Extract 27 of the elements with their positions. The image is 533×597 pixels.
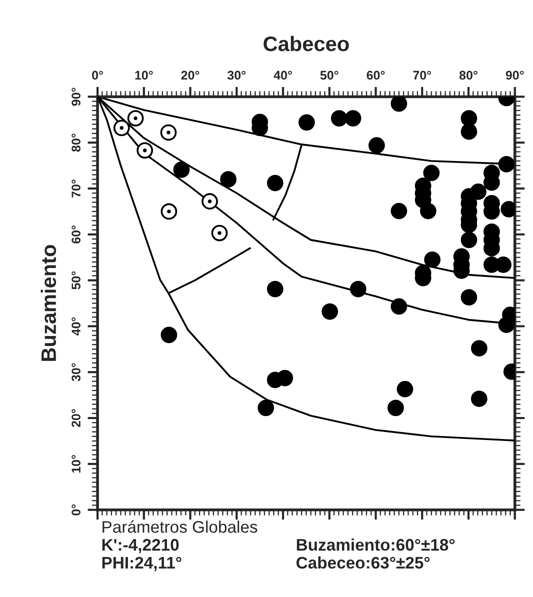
y-tick-label: 90° — [72, 88, 80, 106]
text: Buzamiento:60°±18° — [296, 538, 455, 551]
text: K':-4,2210 — [102, 538, 179, 554]
x-axis-title: Cabeceo — [264, 36, 349, 52]
x-tick-label: 20° — [181, 70, 200, 80]
text: PHI:24,11° — [102, 556, 182, 572]
y-tick-label: 30° — [72, 363, 81, 382]
y-axis-title: Buzamiento — [40, 245, 56, 361]
y-tick-label: 80° — [72, 134, 80, 152]
y-tick-label: 40° — [72, 317, 80, 336]
text: Cabeceo:63°±25° — [296, 556, 430, 569]
text: Parámetros Globales — [102, 520, 258, 533]
y-tick-label: 50° — [72, 271, 80, 290]
y-tick-label: 20° — [72, 409, 80, 428]
x-tick-label: 0° — [92, 70, 103, 80]
x-tick-label: 10° — [135, 70, 153, 80]
y-tick-label: 60° — [72, 226, 80, 244]
x-tick-label: 90° — [506, 70, 524, 80]
x-tick-label: 50° — [320, 70, 338, 80]
x-tick-label: 30° — [227, 70, 246, 80]
x-tick-label: 40° — [274, 70, 292, 80]
x-tick-label: 60° — [366, 70, 385, 80]
y-tick-label: 70° — [72, 180, 80, 198]
x-tick-label: 70° — [413, 70, 432, 80]
y-tick-label: 10° — [72, 455, 80, 473]
x-tick-label: 80° — [459, 70, 478, 80]
y-tick-label: 0° — [72, 504, 80, 516]
